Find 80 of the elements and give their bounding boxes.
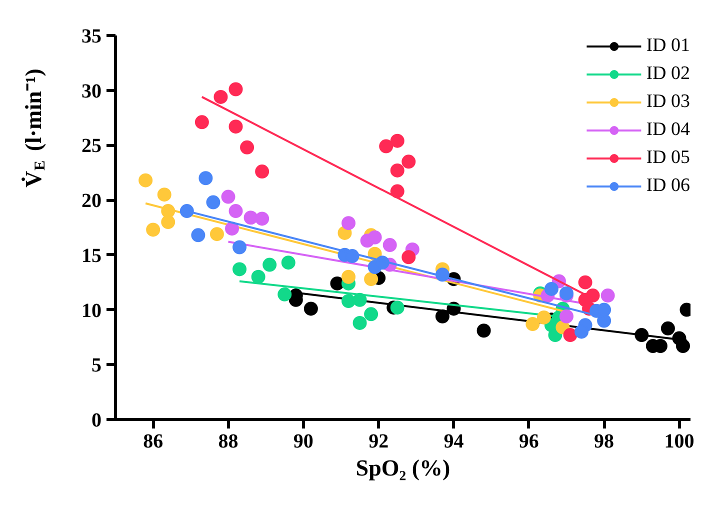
- point: [578, 275, 592, 290]
- legend-label: ID 05: [646, 147, 690, 169]
- y-tick-label: 30: [82, 80, 102, 102]
- point: [559, 309, 574, 324]
- y-axis-title: V̇E (l·min⁻¹): [21, 68, 48, 188]
- point: [194, 115, 209, 130]
- point: [600, 288, 615, 303]
- point: [157, 188, 172, 202]
- point: [382, 238, 397, 252]
- point: [304, 302, 318, 316]
- point: [232, 240, 247, 254]
- y-tick-label: 5: [92, 354, 102, 377]
- point: [342, 270, 356, 284]
- y-tick-label: 10: [82, 300, 102, 322]
- point: [232, 262, 247, 276]
- x-tick-label: 100: [664, 430, 694, 452]
- y-tick-label: 35: [82, 26, 102, 48]
- legend-label: ID 06: [646, 175, 690, 197]
- point: [390, 184, 404, 198]
- point: [255, 164, 270, 179]
- x-tick-label: 94: [444, 430, 464, 452]
- point: [278, 287, 292, 302]
- legend-label: ID 03: [646, 91, 690, 113]
- point: [342, 216, 356, 230]
- point: [597, 314, 612, 328]
- y-tick-label: 20: [82, 190, 102, 212]
- x-tick-label: 92: [368, 430, 389, 452]
- point: [251, 270, 266, 284]
- point: [244, 210, 258, 225]
- legend-label: ID 04: [646, 119, 690, 141]
- point: [191, 228, 206, 242]
- legend-label: ID 01: [646, 35, 690, 57]
- y-tick-label: 15: [82, 244, 102, 267]
- point: [536, 310, 551, 324]
- point: [368, 230, 382, 244]
- point: [390, 300, 404, 315]
- point: [476, 324, 491, 338]
- point: [214, 90, 228, 104]
- point: [228, 204, 243, 218]
- point: [402, 250, 416, 264]
- point: [198, 171, 213, 186]
- x-tick-label: 88: [218, 430, 238, 452]
- point: [390, 134, 404, 148]
- point: [255, 212, 270, 226]
- point: [161, 215, 176, 229]
- point: [138, 173, 153, 188]
- point: [225, 222, 240, 236]
- point: [402, 154, 416, 169]
- point: [364, 272, 378, 286]
- point: [676, 339, 690, 353]
- point: [435, 309, 450, 324]
- legend-label: ID 02: [646, 63, 690, 85]
- y-tick-label: 0: [92, 410, 102, 432]
- point: [210, 227, 224, 242]
- point: [180, 204, 194, 218]
- point: [281, 256, 296, 270]
- x-axis-title: SpO₂ (%): [356, 456, 450, 480]
- point: [342, 294, 356, 308]
- point: [330, 276, 344, 290]
- point: [228, 120, 243, 134]
- point: [221, 190, 236, 204]
- point: [228, 82, 243, 96]
- point: [574, 324, 589, 339]
- point: [364, 307, 378, 322]
- point: [240, 140, 254, 154]
- y-tick-label: 25: [82, 135, 102, 158]
- x-tick-label: 98: [594, 430, 614, 452]
- point: [660, 321, 675, 336]
- point: [262, 258, 277, 272]
- point: [390, 163, 404, 178]
- point: [563, 328, 578, 342]
- point: [379, 139, 394, 154]
- x-tick-label: 86: [143, 430, 164, 452]
- point: [206, 195, 220, 210]
- x-tick-label: 90: [293, 430, 314, 452]
- point: [526, 317, 540, 332]
- point: [544, 282, 558, 296]
- point: [352, 316, 367, 330]
- x-tick-label: 96: [518, 430, 539, 452]
- point: [146, 222, 160, 237]
